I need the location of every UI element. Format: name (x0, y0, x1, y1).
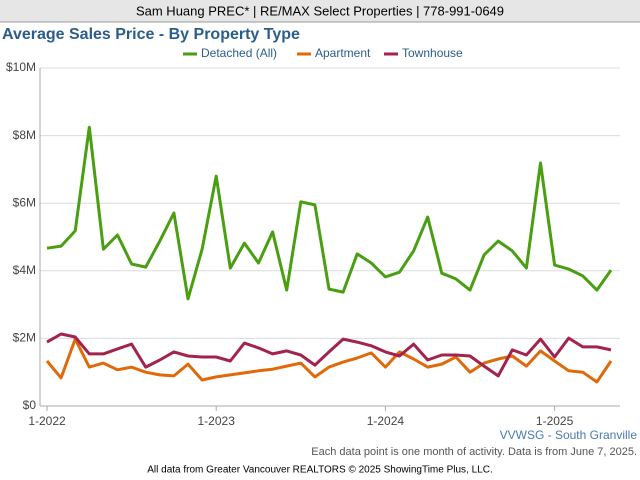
chart-title: Average Sales Price - By Property Type (2, 26, 300, 43)
header: Sam Huang PREC* | RE/MAX Select Properti… (136, 3, 504, 18)
x-tick-label: 1-2023 (198, 414, 236, 428)
note: Each data point is one month of activity… (311, 446, 637, 458)
area-label: VVWSG - South Granville (500, 428, 638, 442)
series-line (46, 332, 612, 378)
x-tick-label: 1-2022 (28, 414, 66, 428)
header-bar (0, 0, 640, 22)
legend-label: Detached (All) (201, 46, 277, 60)
y-tick-label: $8M (13, 128, 36, 142)
legend-label: Townhouse (402, 46, 463, 60)
y-tick-label: $0 (23, 398, 37, 412)
x-tick-label: 1-2024 (367, 414, 405, 428)
y-tick-label: $2M (13, 331, 36, 345)
y-tick-label: $6M (13, 195, 36, 209)
source: All data from Greater Vancouver REALTORS… (147, 465, 492, 476)
x-tick-label: 1-2025 (536, 414, 574, 428)
series-line (46, 125, 613, 301)
legend-label: Apartment (315, 46, 371, 60)
y-tick-label: $10M (6, 60, 36, 74)
y-tick-label: $4M (13, 263, 36, 277)
series-line (45, 337, 613, 384)
